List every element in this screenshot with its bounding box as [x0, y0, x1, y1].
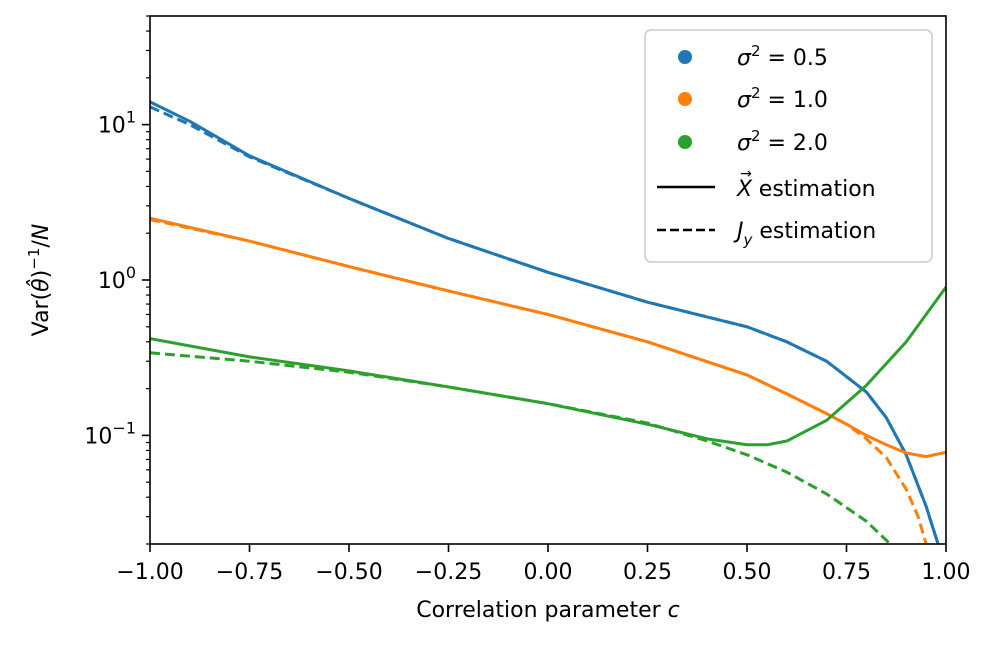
- x-axis: −1.00 −0.75 −0.50 −0.25 0.00 0.25 0.50 0.75 1.00: [116, 544, 970, 585]
- x-tick-label: −0.50: [315, 560, 382, 585]
- y-axis: 10−1 100 101: [84, 15, 150, 545]
- x-tick-label: −1.00: [116, 560, 183, 585]
- legend-label-sigma-2-0: σ2 = 2.0: [737, 127, 828, 156]
- legend-marker-sigma-0-5: [678, 50, 692, 64]
- series-layer: [150, 100, 946, 544]
- legend-label-jy-estimation: Jy estimation: [733, 219, 876, 249]
- x-tick-label: 0.75: [822, 560, 871, 585]
- series-line-1: [150, 105, 940, 544]
- y-tick-label: 100: [98, 263, 136, 294]
- x-axis-title: Correlation parameter c: [416, 598, 680, 623]
- y-tick-label: 101: [98, 108, 136, 139]
- legend-frame: [644, 29, 933, 263]
- x-tick-label: 0.00: [524, 560, 573, 585]
- y-axis-title: Var(θ̂)−1/N: [25, 224, 54, 337]
- x-tick-label: 1.00: [922, 560, 971, 585]
- x-tick-label: −0.75: [216, 560, 283, 585]
- legend-label-sigma-1-0: σ2 = 1.0: [737, 84, 828, 113]
- legend-label-sigma-0-5: σ2 = 0.5: [737, 42, 828, 71]
- x-tick-label: −0.25: [415, 560, 482, 585]
- series-line-3: [150, 218, 928, 544]
- legend-marker-sigma-2-0: [678, 135, 692, 149]
- y-tick-label: 10−1: [84, 418, 136, 449]
- x-tick-label: 0.25: [623, 560, 672, 585]
- legend-label-x-estimation: X→ estimation: [736, 166, 876, 202]
- series-line-5: [150, 351, 892, 544]
- x-tick-label: 0.50: [723, 560, 772, 585]
- legend: σ2 = 0.5 σ2 = 1.0 σ2 = 2.0 X→ estimation…: [644, 29, 933, 263]
- legend-marker-sigma-1-0: [678, 92, 692, 106]
